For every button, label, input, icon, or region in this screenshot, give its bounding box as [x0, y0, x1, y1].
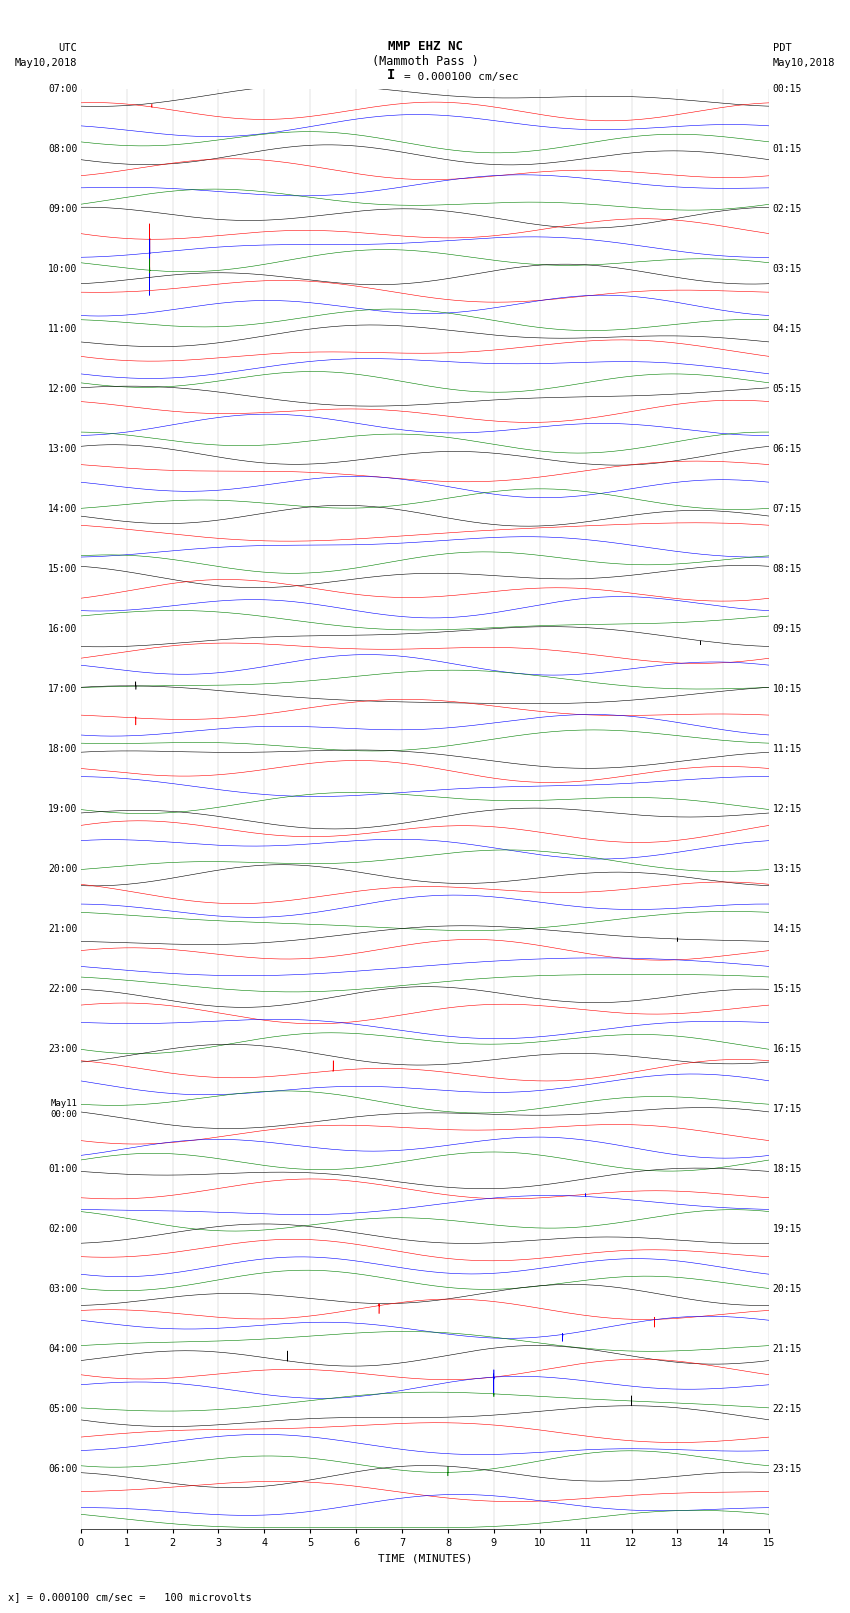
Text: 03:00: 03:00 — [48, 1284, 77, 1294]
Text: 18:00: 18:00 — [48, 744, 77, 753]
Text: 00:15: 00:15 — [773, 84, 802, 94]
Text: UTC: UTC — [59, 44, 77, 53]
Text: 21:15: 21:15 — [773, 1344, 802, 1353]
Text: 03:15: 03:15 — [773, 265, 802, 274]
Text: 22:00: 22:00 — [48, 984, 77, 994]
Text: 08:15: 08:15 — [773, 565, 802, 574]
Text: 20:15: 20:15 — [773, 1284, 802, 1294]
Text: PDT: PDT — [773, 44, 791, 53]
Text: 04:00: 04:00 — [48, 1344, 77, 1353]
Text: 14:00: 14:00 — [48, 503, 77, 515]
Text: 07:15: 07:15 — [773, 503, 802, 515]
Text: 10:15: 10:15 — [773, 684, 802, 694]
Text: 17:15: 17:15 — [773, 1103, 802, 1115]
Text: 04:15: 04:15 — [773, 324, 802, 334]
Text: 12:00: 12:00 — [48, 384, 77, 394]
Text: 23:00: 23:00 — [48, 1044, 77, 1053]
Text: 09:15: 09:15 — [773, 624, 802, 634]
Text: 15:15: 15:15 — [773, 984, 802, 994]
Text: 15:00: 15:00 — [48, 565, 77, 574]
Text: 05:15: 05:15 — [773, 384, 802, 394]
Text: 22:15: 22:15 — [773, 1403, 802, 1415]
Text: 02:00: 02:00 — [48, 1224, 77, 1234]
Text: (Mammoth Pass ): (Mammoth Pass ) — [371, 55, 479, 68]
Text: 13:00: 13:00 — [48, 444, 77, 453]
Text: 17:00: 17:00 — [48, 684, 77, 694]
Text: 11:15: 11:15 — [773, 744, 802, 753]
Text: May11
00:00: May11 00:00 — [50, 1100, 77, 1119]
Text: 19:00: 19:00 — [48, 803, 77, 815]
Text: 13:15: 13:15 — [773, 865, 802, 874]
Text: 01:00: 01:00 — [48, 1165, 77, 1174]
Text: x] = 0.000100 cm/sec =   100 microvolts: x] = 0.000100 cm/sec = 100 microvolts — [8, 1592, 252, 1602]
Text: 06:15: 06:15 — [773, 444, 802, 453]
Text: 16:15: 16:15 — [773, 1044, 802, 1053]
Text: 16:00: 16:00 — [48, 624, 77, 634]
X-axis label: TIME (MINUTES): TIME (MINUTES) — [377, 1553, 473, 1563]
Text: 09:00: 09:00 — [48, 203, 77, 215]
Text: = 0.000100 cm/sec: = 0.000100 cm/sec — [404, 73, 518, 82]
Text: 01:15: 01:15 — [773, 144, 802, 153]
Text: 06:00: 06:00 — [48, 1465, 77, 1474]
Text: 18:15: 18:15 — [773, 1165, 802, 1174]
Text: 07:00: 07:00 — [48, 84, 77, 94]
Text: MMP EHZ NC: MMP EHZ NC — [388, 40, 462, 53]
Text: 11:00: 11:00 — [48, 324, 77, 334]
Text: 02:15: 02:15 — [773, 203, 802, 215]
Text: 21:00: 21:00 — [48, 924, 77, 934]
Text: 08:00: 08:00 — [48, 144, 77, 153]
Text: 10:00: 10:00 — [48, 265, 77, 274]
Text: May10,2018: May10,2018 — [773, 58, 836, 68]
Text: I: I — [387, 68, 395, 82]
Text: 23:15: 23:15 — [773, 1465, 802, 1474]
Text: 20:00: 20:00 — [48, 865, 77, 874]
Text: 05:00: 05:00 — [48, 1403, 77, 1415]
Text: 12:15: 12:15 — [773, 803, 802, 815]
Text: 19:15: 19:15 — [773, 1224, 802, 1234]
Text: May10,2018: May10,2018 — [14, 58, 77, 68]
Text: 14:15: 14:15 — [773, 924, 802, 934]
